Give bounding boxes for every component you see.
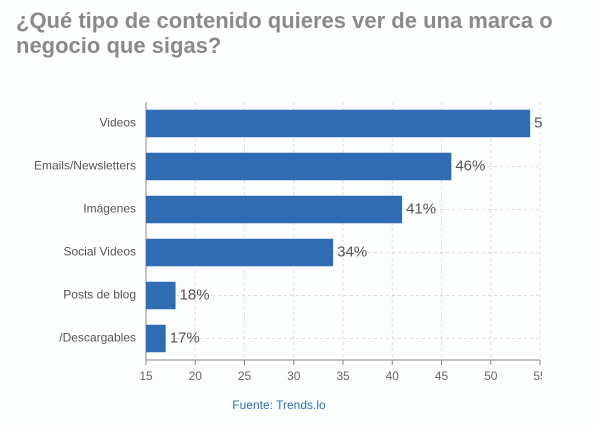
x-tick-label: 20 (189, 369, 203, 383)
y-tick-label: /Descargables (59, 331, 136, 345)
y-tick-label: Emails/Newsletters (34, 159, 136, 173)
x-tick-label: 45 (435, 369, 449, 383)
source: Fuente: Trends.lo (232, 398, 326, 412)
bar (146, 324, 166, 353)
y-tick-label: Posts de blog (63, 288, 136, 302)
value-label: 34% (337, 243, 367, 260)
bar (146, 152, 452, 181)
bar (146, 109, 531, 138)
plot: 15 20 25 30 35 40 45 50 55 Videos 54% Emails/Newsle… (34, 102, 564, 383)
x-tick-label: 15 (139, 369, 153, 383)
y-tick-label: Videos (100, 116, 136, 130)
x-tick-label: 55 (533, 369, 547, 383)
value-label: 46% (455, 157, 485, 174)
x-tick-label: 50 (484, 369, 498, 383)
y-tick-label: Social Videos (64, 245, 137, 259)
y-tick-label: Imágenes (83, 202, 136, 216)
value-label: 41% (406, 200, 436, 217)
chart-title: ¿Qué tipo de contenido quieres ver de un… (16, 8, 553, 58)
bar (146, 238, 334, 267)
value-label: 17% (170, 329, 200, 346)
value-label: 18% (180, 286, 210, 303)
x-tick-label: 35 (336, 369, 350, 383)
bar (146, 195, 403, 224)
value-label: 54% (534, 114, 564, 131)
x-tick-label: 30 (287, 369, 301, 383)
x-tick-label: 40 (386, 369, 400, 383)
bar (146, 281, 176, 310)
x-tick-label: 25 (238, 369, 252, 383)
